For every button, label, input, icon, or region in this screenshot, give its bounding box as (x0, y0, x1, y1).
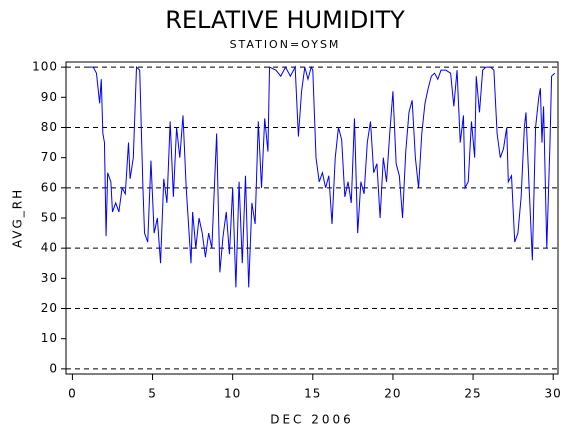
x-tick-label: 25 (464, 387, 481, 401)
x-axis-label: DEC 2006 (270, 413, 354, 427)
y-tick-label: 100 (32, 60, 58, 74)
y-tick-label: 90 (41, 90, 58, 104)
y-tick-label: 50 (41, 211, 58, 225)
x-tick-label: 5 (148, 387, 157, 401)
y-tick-label: 60 (41, 180, 58, 194)
x-tick-label: 10 (224, 387, 241, 401)
y-tick-label: 40 (41, 241, 58, 255)
chart-subtitle: STATION=OYSM (230, 38, 341, 51)
y-tick-label: 80 (41, 120, 58, 134)
x-tick-label: 15 (304, 387, 321, 401)
x-tick-label: 30 (545, 387, 562, 401)
data-line (88, 65, 556, 288)
chart-title: RELATIVE HUMIDITY (165, 6, 405, 34)
y-tick-label: 70 (41, 150, 58, 164)
x-tick-label: 0 (68, 387, 77, 401)
x-tick-label: 20 (384, 387, 401, 401)
y-tick-label: 10 (41, 331, 58, 345)
y-tick-label: 0 (49, 361, 58, 375)
plot-frame (65, 61, 559, 375)
y-axis-label: AVG_RH (11, 188, 25, 248)
y-tick-label: 30 (41, 271, 58, 285)
y-tick-label: 20 (41, 301, 58, 315)
